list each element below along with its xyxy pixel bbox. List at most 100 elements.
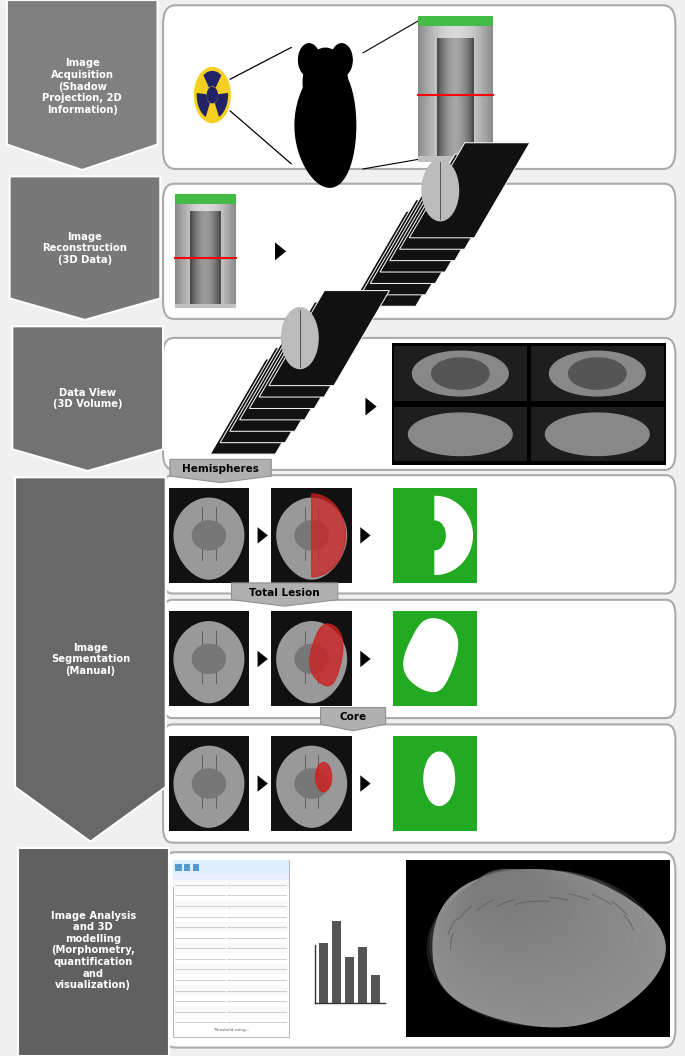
Polygon shape: [474, 869, 539, 913]
Bar: [216, 211, 219, 304]
Bar: [192, 204, 195, 304]
Bar: [345, 957, 354, 1003]
Polygon shape: [18, 848, 169, 1056]
Bar: [174, 880, 288, 889]
Polygon shape: [240, 325, 360, 420]
Bar: [456, 26, 458, 156]
Polygon shape: [170, 459, 271, 483]
Polygon shape: [432, 870, 646, 1014]
Bar: [448, 38, 450, 156]
Bar: [232, 204, 234, 304]
Polygon shape: [277, 498, 347, 579]
Bar: [531, 407, 664, 461]
Polygon shape: [10, 176, 160, 320]
Bar: [433, 26, 436, 156]
FancyBboxPatch shape: [163, 852, 675, 1048]
Polygon shape: [471, 869, 545, 920]
Polygon shape: [174, 498, 244, 579]
Bar: [184, 204, 187, 304]
Bar: [453, 38, 456, 156]
Polygon shape: [230, 336, 350, 431]
Polygon shape: [7, 0, 158, 170]
Bar: [371, 976, 380, 1003]
Polygon shape: [220, 347, 340, 442]
Bar: [436, 38, 438, 156]
Bar: [465, 38, 466, 156]
Bar: [173, 860, 289, 1037]
Bar: [475, 26, 478, 156]
Bar: [271, 736, 352, 831]
Polygon shape: [295, 769, 328, 798]
Bar: [358, 947, 367, 1003]
Polygon shape: [174, 747, 244, 827]
FancyBboxPatch shape: [163, 184, 675, 319]
Bar: [197, 211, 199, 304]
Bar: [177, 204, 179, 304]
Bar: [450, 38, 452, 156]
Bar: [214, 204, 216, 304]
Circle shape: [208, 88, 217, 102]
Bar: [212, 211, 215, 304]
Bar: [319, 943, 328, 1003]
Bar: [174, 964, 288, 974]
Polygon shape: [545, 413, 649, 455]
Circle shape: [299, 43, 319, 76]
Text: Image Analysis
and 3D
modelling
(Morphometry,
quantification
and
visualization): Image Analysis and 3D modelling (Morphom…: [51, 910, 136, 991]
Polygon shape: [549, 352, 645, 396]
Polygon shape: [360, 650, 371, 667]
Bar: [423, 26, 425, 156]
Polygon shape: [370, 188, 490, 283]
Polygon shape: [424, 752, 454, 806]
Bar: [445, 26, 448, 156]
Polygon shape: [466, 869, 559, 932]
Bar: [459, 38, 461, 156]
Polygon shape: [461, 870, 573, 944]
Bar: [471, 26, 473, 156]
Polygon shape: [310, 624, 342, 685]
Bar: [471, 38, 473, 156]
Polygon shape: [258, 527, 268, 544]
Bar: [438, 26, 440, 156]
Polygon shape: [451, 870, 599, 969]
Bar: [461, 38, 463, 156]
Bar: [488, 26, 490, 156]
Bar: [175, 204, 177, 304]
Bar: [197, 204, 199, 304]
Bar: [169, 736, 249, 831]
Polygon shape: [456, 870, 586, 957]
Bar: [209, 204, 212, 304]
Bar: [229, 204, 232, 304]
Circle shape: [331, 43, 352, 76]
Polygon shape: [427, 870, 660, 1026]
Bar: [203, 211, 205, 304]
Bar: [195, 204, 197, 304]
Bar: [393, 611, 477, 706]
Polygon shape: [469, 869, 552, 926]
Bar: [460, 26, 463, 156]
Polygon shape: [453, 870, 593, 963]
Polygon shape: [360, 200, 481, 295]
Bar: [469, 38, 471, 156]
Polygon shape: [312, 494, 345, 577]
Bar: [175, 194, 236, 204]
Bar: [174, 911, 288, 921]
Bar: [463, 38, 465, 156]
Text: Data View
(3D Volume): Data View (3D Volume): [53, 388, 123, 410]
Bar: [199, 204, 202, 304]
Bar: [271, 488, 352, 583]
Bar: [215, 211, 216, 304]
Bar: [174, 975, 288, 984]
Bar: [205, 211, 207, 304]
Bar: [234, 204, 236, 304]
Polygon shape: [174, 622, 244, 702]
Bar: [444, 38, 446, 156]
Bar: [440, 26, 443, 156]
Bar: [478, 26, 481, 156]
Bar: [212, 204, 214, 304]
Bar: [175, 864, 182, 871]
Bar: [481, 26, 483, 156]
Polygon shape: [569, 358, 626, 390]
FancyBboxPatch shape: [163, 5, 675, 169]
Bar: [193, 864, 199, 871]
Text: Image
Acquisition
(Shadow
Projection, 2D
Information): Image Acquisition (Shadow Projection, 2D…: [42, 58, 122, 115]
